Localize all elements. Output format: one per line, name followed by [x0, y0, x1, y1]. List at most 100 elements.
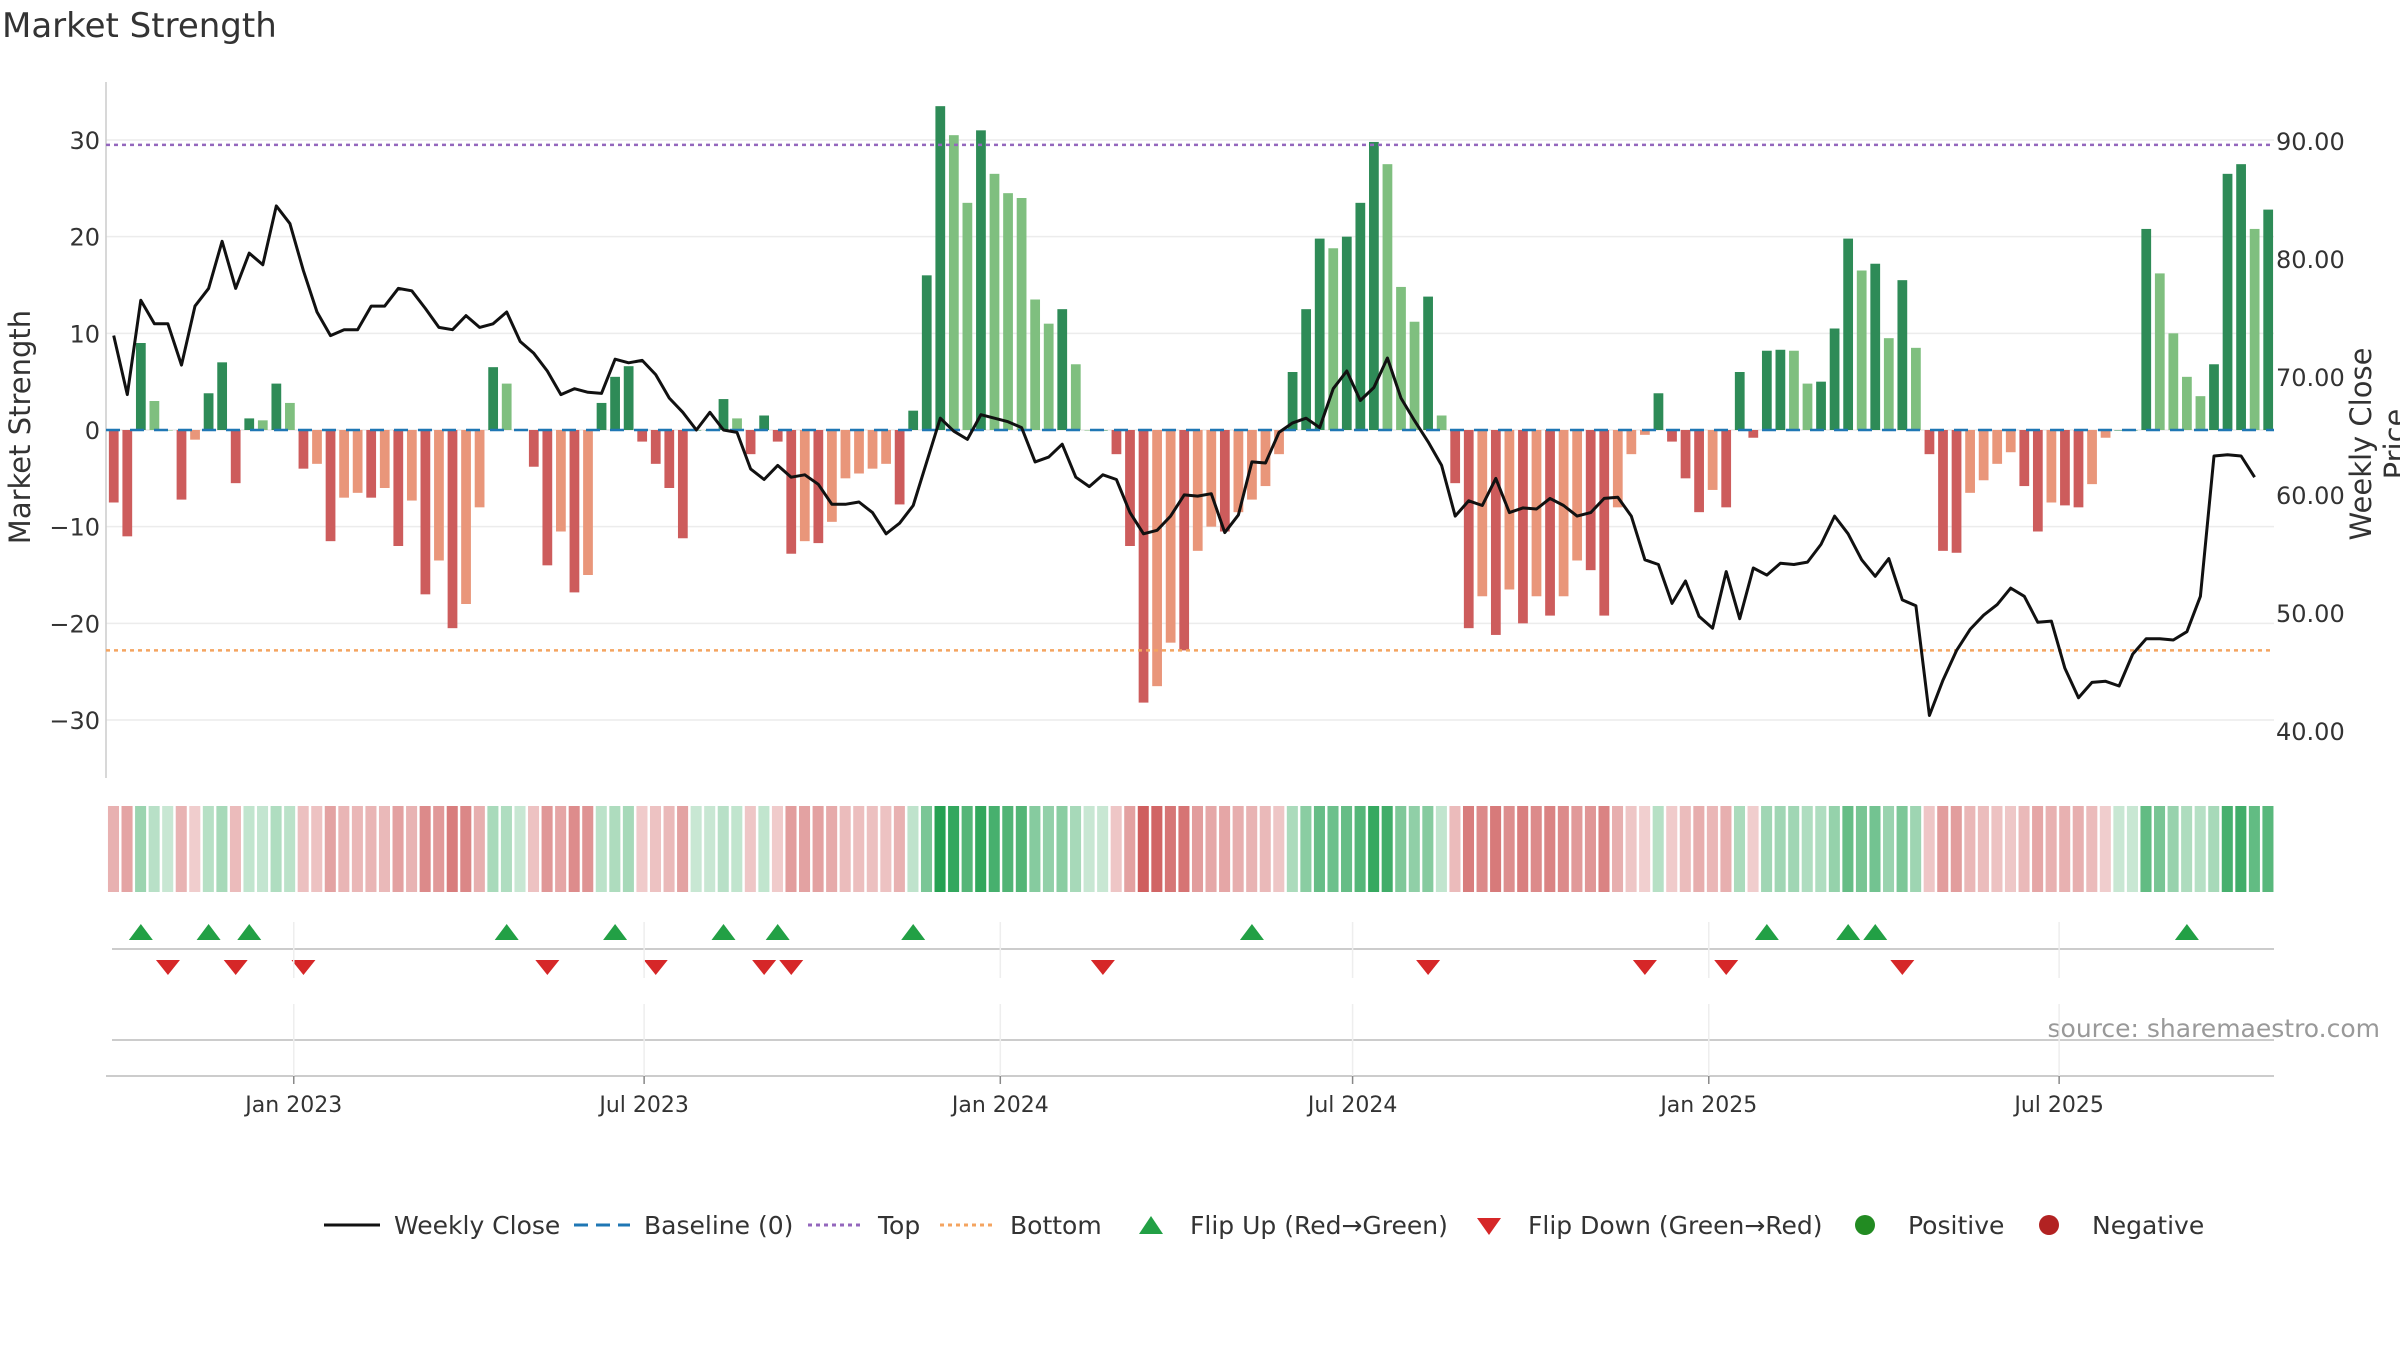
heat-cell [1612, 806, 1624, 892]
strength-bar [1260, 430, 1271, 487]
strength-bar [1558, 430, 1569, 597]
strength-bar [583, 430, 593, 575]
heat-cell [1042, 806, 1054, 892]
heat-cell [799, 806, 811, 892]
strength-bar [623, 366, 634, 430]
strength-bar [474, 430, 485, 508]
heat-cell [1354, 806, 1366, 892]
legend-positive-label: Positive [1908, 1210, 2005, 1240]
heat-cell [1476, 806, 1488, 892]
flip-up-marker [494, 924, 519, 940]
heat-cell [1327, 806, 1339, 892]
heat-cell [2032, 806, 2044, 892]
heat-cell [1490, 806, 1502, 892]
strength-bars [108, 106, 2274, 703]
left-axis: −30 −20 −10 0 10 20 30 [49, 82, 107, 778]
heat-cell [1869, 806, 1881, 892]
heat-cell [1368, 806, 1380, 892]
legend-top: Top [806, 1200, 920, 1250]
heat-cell [893, 806, 905, 892]
heat-cell [948, 806, 960, 892]
strength-bar [2182, 376, 2192, 430]
heat-cell [1246, 806, 1258, 892]
strength-bar [420, 430, 431, 595]
heat-cell [121, 806, 133, 892]
heat-cell [1083, 806, 1095, 892]
strength-bar [1219, 430, 1230, 532]
heat-cell [1097, 806, 1109, 892]
strength-bar [2236, 164, 2246, 430]
heat-cell [2099, 806, 2111, 892]
heat-cell [1747, 806, 1759, 892]
legend-close-label: Weekly Close [394, 1210, 561, 1240]
heat-cell [1733, 806, 1746, 892]
strength-bar [230, 430, 241, 484]
strength-bar [122, 430, 133, 537]
strength-bar [1721, 430, 1732, 508]
heat-cell [1449, 806, 1461, 892]
legend-flip-down-label: Flip Down (Green→Red) [1528, 1210, 1823, 1240]
strength-bar [1585, 430, 1596, 571]
flip-up-marker [1836, 924, 1861, 940]
heat-cell [744, 806, 756, 892]
heat-cell [1788, 806, 1800, 892]
strength-bar [434, 430, 444, 561]
flip-up-marker [603, 924, 628, 940]
strength-bar [962, 202, 973, 430]
flip-up-marker [1754, 924, 1779, 940]
heat-cell [1774, 806, 1786, 892]
heat-cell [677, 806, 689, 892]
strength-bar [325, 430, 336, 542]
right-axis: 40.00 50.00 60.00 70.00 80.00 90.00 [2276, 128, 2345, 746]
heat-cell [392, 806, 404, 892]
strength-bar [488, 367, 499, 430]
strength-bar [1396, 286, 1406, 430]
heat-cell [1855, 806, 1867, 892]
strength-bar [1477, 430, 1488, 597]
strength-bar [1653, 393, 1664, 430]
heat-cell [1801, 806, 1813, 892]
heat-cell [1259, 806, 1271, 892]
weekly-close-line [112, 204, 2256, 717]
heat-cell [1923, 806, 1935, 892]
strength-bar [596, 402, 607, 430]
strength-bar [1382, 164, 1393, 430]
heat-cell [189, 806, 201, 892]
y-tick-label: −30 [49, 707, 100, 735]
heat-cell [1530, 806, 1542, 892]
strength-bar [827, 430, 837, 522]
heat-cell [1151, 806, 1163, 892]
heat-cell [1462, 806, 1475, 892]
heat-cell [1205, 806, 1217, 892]
x-tick-label: Jan 2024 [950, 1093, 1049, 1118]
heat-cell [975, 806, 987, 892]
legend-baseline: Baseline (0) [572, 1200, 793, 1250]
strength-bar [1409, 321, 1420, 430]
heat-cell [148, 806, 160, 892]
strength-bar [921, 275, 932, 430]
strength-bar [1287, 372, 1298, 430]
heat-cell [961, 806, 973, 892]
strength-bar [406, 430, 417, 501]
strength-bar [217, 362, 228, 430]
strength-bar [1070, 364, 1081, 430]
strength-bar [366, 430, 377, 498]
strength-bar [664, 430, 675, 488]
heat-cell [663, 806, 675, 892]
heat-cell [1828, 806, 1840, 892]
legend-close-swatch [324, 1223, 380, 1227]
heat-cell [1124, 806, 1136, 892]
strength-bar [461, 430, 471, 604]
heat-cell [1720, 806, 1732, 892]
heat-cell [500, 806, 512, 892]
flip-down-marker [643, 960, 668, 975]
strength-bar [352, 430, 363, 493]
strength-bar [1003, 193, 1013, 430]
close-line-layer [112, 204, 2256, 717]
strength-bar [1152, 430, 1162, 687]
strength-bar [1707, 430, 1718, 490]
strength-bar [108, 430, 119, 503]
heat-cell [920, 806, 933, 892]
heat-cell [1584, 806, 1596, 892]
legend-baseline-label: Baseline (0) [644, 1210, 794, 1240]
